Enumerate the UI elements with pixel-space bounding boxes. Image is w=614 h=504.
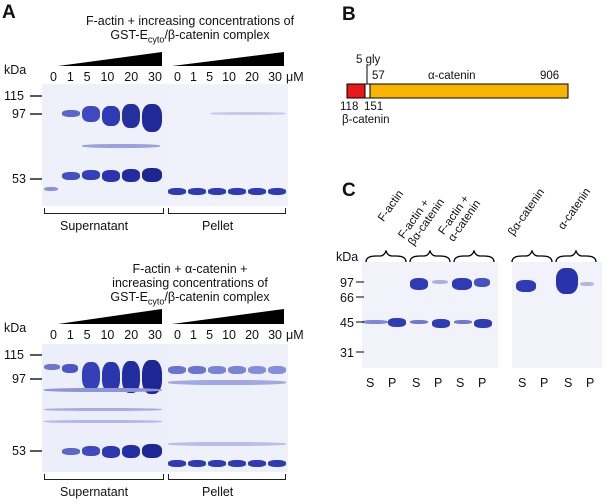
panel-a-bottom-gel-supernatant [42,344,166,472]
panel-a-top-marker-115: 115 [4,89,24,103]
panel-a-bottom-bracket-pellet [168,474,286,480]
panel-a-top-title-line1: F-actin + increasing concentrations of [85,14,295,28]
panel-c-marker-ticks [356,281,364,353]
panel-a-top-unit: μM [286,70,304,84]
panel-c-letter: C [342,180,356,201]
panel-b-domain-diagram [346,65,569,99]
gradient-wedge-left-bottom [58,309,162,324]
gly-linker-segment [364,83,371,99]
panel-a-top-label-supernatant: Supernatant [60,219,129,233]
panel-c-marker-45: 45 [340,316,354,330]
panel-a-top-conc-right: 0 1 5 10 20 30 [174,70,282,84]
panel-a-top-gel-supernatant [42,84,166,206]
alpha-catenin-segment [369,83,569,99]
panel-a-bottom-marker-97: 97 [12,372,26,386]
panel-a-bottom-bracket-supernatant [44,474,164,480]
panel-a-top-marker-97: 97 [12,107,26,121]
panel-c-marker-31: 31 [340,346,354,360]
gradient-wedge-right-bottom [172,309,284,324]
panel-b-gly-label: 5 gly [356,54,381,66]
panel-a-top-marker-53: 53 [12,172,26,186]
panel-b-beta-label: β-catenin [342,114,390,126]
panel-a-bottom-label-pellet: Pellet [202,485,234,499]
panel-a-bottom-gel-pellet [166,344,288,472]
panel-a-top-title: F-actin + increasing concentrations of G… [60,14,320,45]
panel-a-bottom-title: F-actin + α-catenin + increasing concent… [110,262,270,307]
panel-a-top-kda: kDa [4,63,27,77]
panel-a-bottom-unit: μM [286,328,304,342]
panel-b-letter: B [342,4,356,25]
beta-catenin-segment [346,83,366,99]
panel-a-letter: A [2,2,16,23]
panel-a-top-bracket-supernatant [44,208,164,214]
panel-b-alpha-label: α-catenin [428,70,476,82]
panel-c-gel [362,262,602,368]
panel-b-num-906: 906 [540,70,560,82]
panel-a-top-title-line2: GST-Ecyto/β-catenin complex [110,28,270,45]
gradient-wedge-left [58,52,162,66]
panel-a-top-marker-ticks [30,95,42,180]
panel-a-top-label-pellet: Pellet [202,219,234,233]
panel-c-braces [365,250,597,263]
panel-a-bottom-conc-left: 0 1 5 10 20 30 [50,328,162,342]
panel-b-num-151: 151 [364,101,384,113]
panel-c-marker-97: 97 [340,276,354,290]
panel-a-bottom-label-supernatant: Supernatant [60,485,129,499]
panel-c-kda: kDa [336,250,359,264]
panel-c-marker-66: 66 [340,291,354,305]
panel-b-num-57: 57 [372,70,385,82]
panel-a-bottom-marker-ticks [30,354,42,452]
panel-a-bottom-kda: kDa [4,321,27,335]
panel-a-top-conc-left: 0 1 5 10 20 30 [50,70,162,84]
panel-a-bottom-conc-right: 0 1 5 10 20 30 [174,328,282,342]
panel-a-top-bracket-pellet [168,208,286,214]
gradient-wedge-right [172,52,284,66]
panel-a-bottom-marker-53: 53 [12,444,26,458]
panel-b-num-118: 118 [340,101,359,113]
panel-a-top-gel-pellet [166,84,288,206]
panel-a-bottom-marker-115: 115 [4,348,24,362]
